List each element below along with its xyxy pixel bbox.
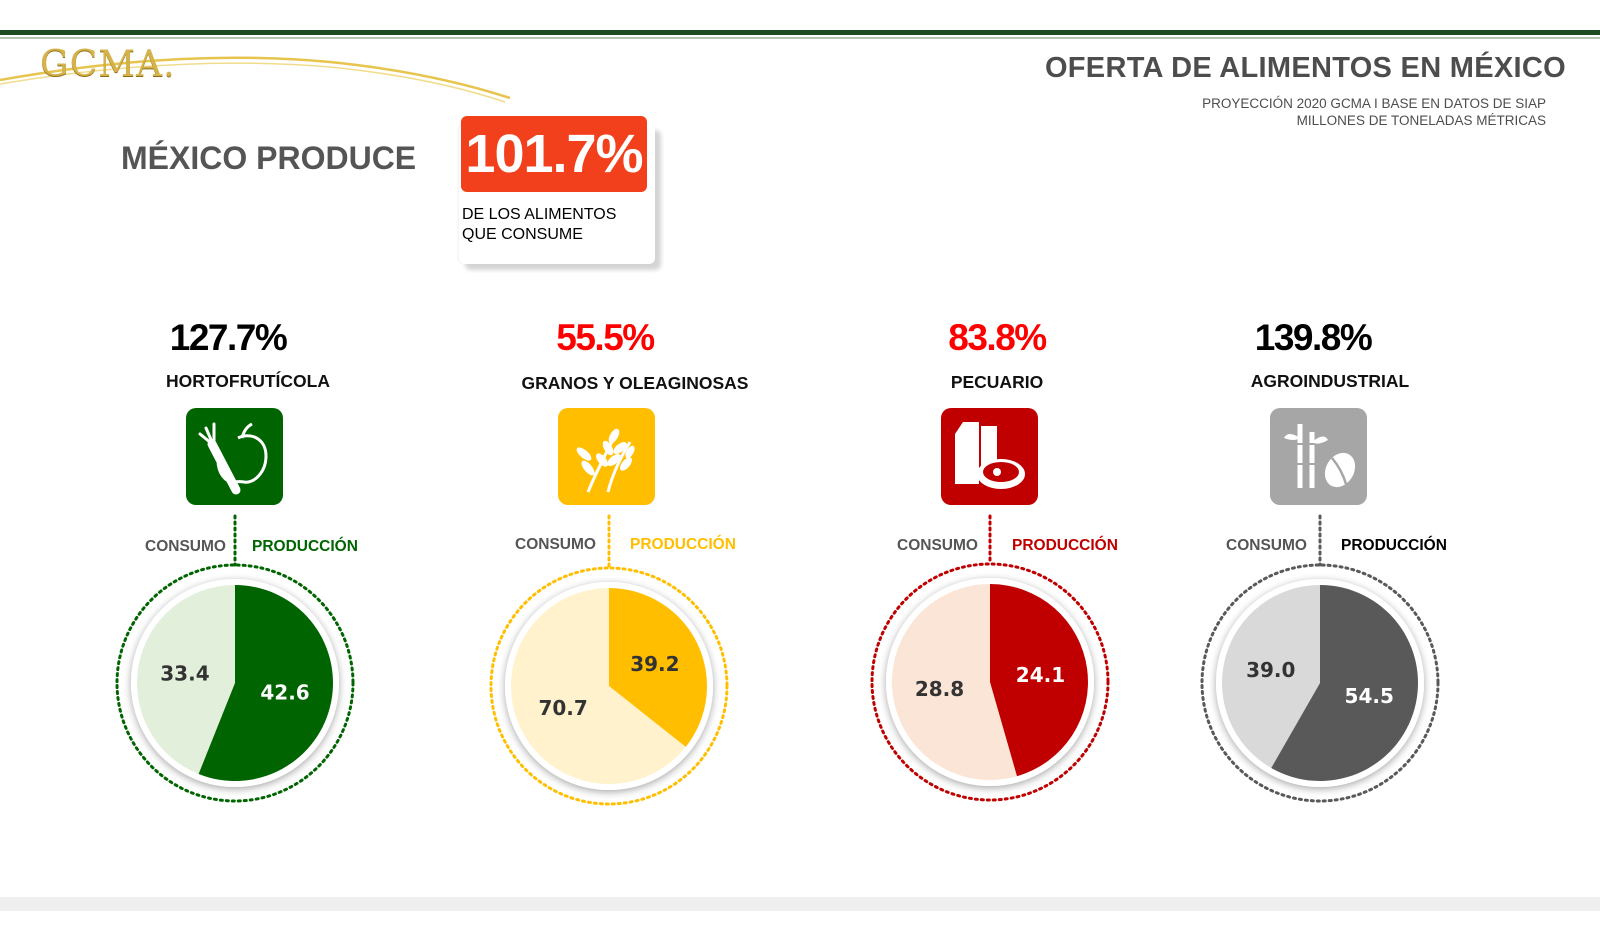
consumo-label-granos: CONSUMO [515,536,596,553]
pie-value-produccion-agroindustrial: 54.5 [1345,684,1394,708]
page-subtitle: PROYECCIÓN 2020 GCMA I BASE EN DATOS DE … [1202,95,1546,129]
pie-slice-consumo-hortofruticola [136,585,235,774]
subtitle-line-1: PROYECCIÓN 2020 GCMA I BASE EN DATOS DE … [1202,96,1546,111]
summary-label: MÉXICO PRODUCE [121,140,417,176]
pie-slice-consumo-agroindustrial [1221,585,1320,769]
wheat-icon [558,408,655,505]
category-name-granos: GRANOS Y OLEAGINOSAS [521,373,749,393]
summary-percent: 101.7% [461,116,647,192]
header-rule-thin [0,37,1600,39]
pie-value-consumo-agroindustrial: 39.0 [1246,658,1295,682]
page-title: OFERTA DE ALIMENTOS EN MÉXICO [1044,52,1566,84]
pie-value-consumo-granos: 70.7 [538,696,587,720]
logo: GCMA. [40,44,176,85]
produccion-label-hortofruticola: PRODUCCIÓN [252,538,358,555]
category-name-pecuario: PECUARIO [950,372,1044,392]
pie-value-consumo-hortofruticola: 33.4 [160,661,209,685]
pie-value-produccion-pecuario: 24.1 [1016,663,1065,687]
pie-slice-produccion-pecuario [990,584,1088,777]
category-percent-agroindustrial: 139.8% [1254,317,1373,358]
dotted-ring-pecuario [870,562,1110,802]
dotted-ring-agroindustrial [1200,563,1440,803]
logo-swoosh [0,56,511,103]
consumo-label-agroindustrial: CONSUMO [1226,537,1307,554]
pie-slice-produccion-hortofruticola [198,585,333,782]
summary-caption: DE LOS ALIMENTOS QUE CONSUME [462,205,652,245]
footer-bar [0,897,1600,911]
milk-meat-icon [941,408,1038,505]
pie-slice-produccion-granos [609,588,707,747]
subtitle-line-2: MILLONES DE TONELADAS MÉTRICAS [1296,113,1546,128]
consumo-label-hortofruticola: CONSUMO [145,538,226,555]
pie-value-produccion-hortofruticola: 42.6 [260,681,309,705]
pie-slice-consumo-pecuario [891,584,1017,780]
category-name-hortofruticola: HORTOFRUTÍCOLA [166,371,330,391]
produccion-label-pecuario: PRODUCCIÓN [1012,537,1118,554]
category-name-agroindustrial: AGROINDUSTRIAL [1250,371,1410,391]
category-percent-pecuario: 83.8% [948,317,1047,358]
pie-value-consumo-pecuario: 28.8 [915,677,964,701]
pie-slice-consumo-granos [511,588,686,784]
fruit-vegetable-icon [186,408,283,505]
produccion-label-agroindustrial: PRODUCCIÓN [1341,537,1447,554]
sugarcane-coffee-icon [1270,408,1367,505]
consumo-label-pecuario: CONSUMO [897,537,978,554]
category-percent-hortofruticola: 127.7% [169,317,288,358]
summary-caption-line-2: QUE CONSUME [462,226,583,243]
produccion-label-granos: PRODUCCIÓN [630,536,736,553]
pie-slice-produccion-agroindustrial [1271,585,1418,781]
header-rule [0,30,1600,35]
category-percent-granos: 55.5% [556,317,655,358]
dotted-ring-granos [489,566,729,806]
summary-caption-line-1: DE LOS ALIMENTOS [462,206,617,223]
dotted-ring-hortofruticola [115,563,355,803]
pie-value-produccion-granos: 39.2 [630,652,679,676]
